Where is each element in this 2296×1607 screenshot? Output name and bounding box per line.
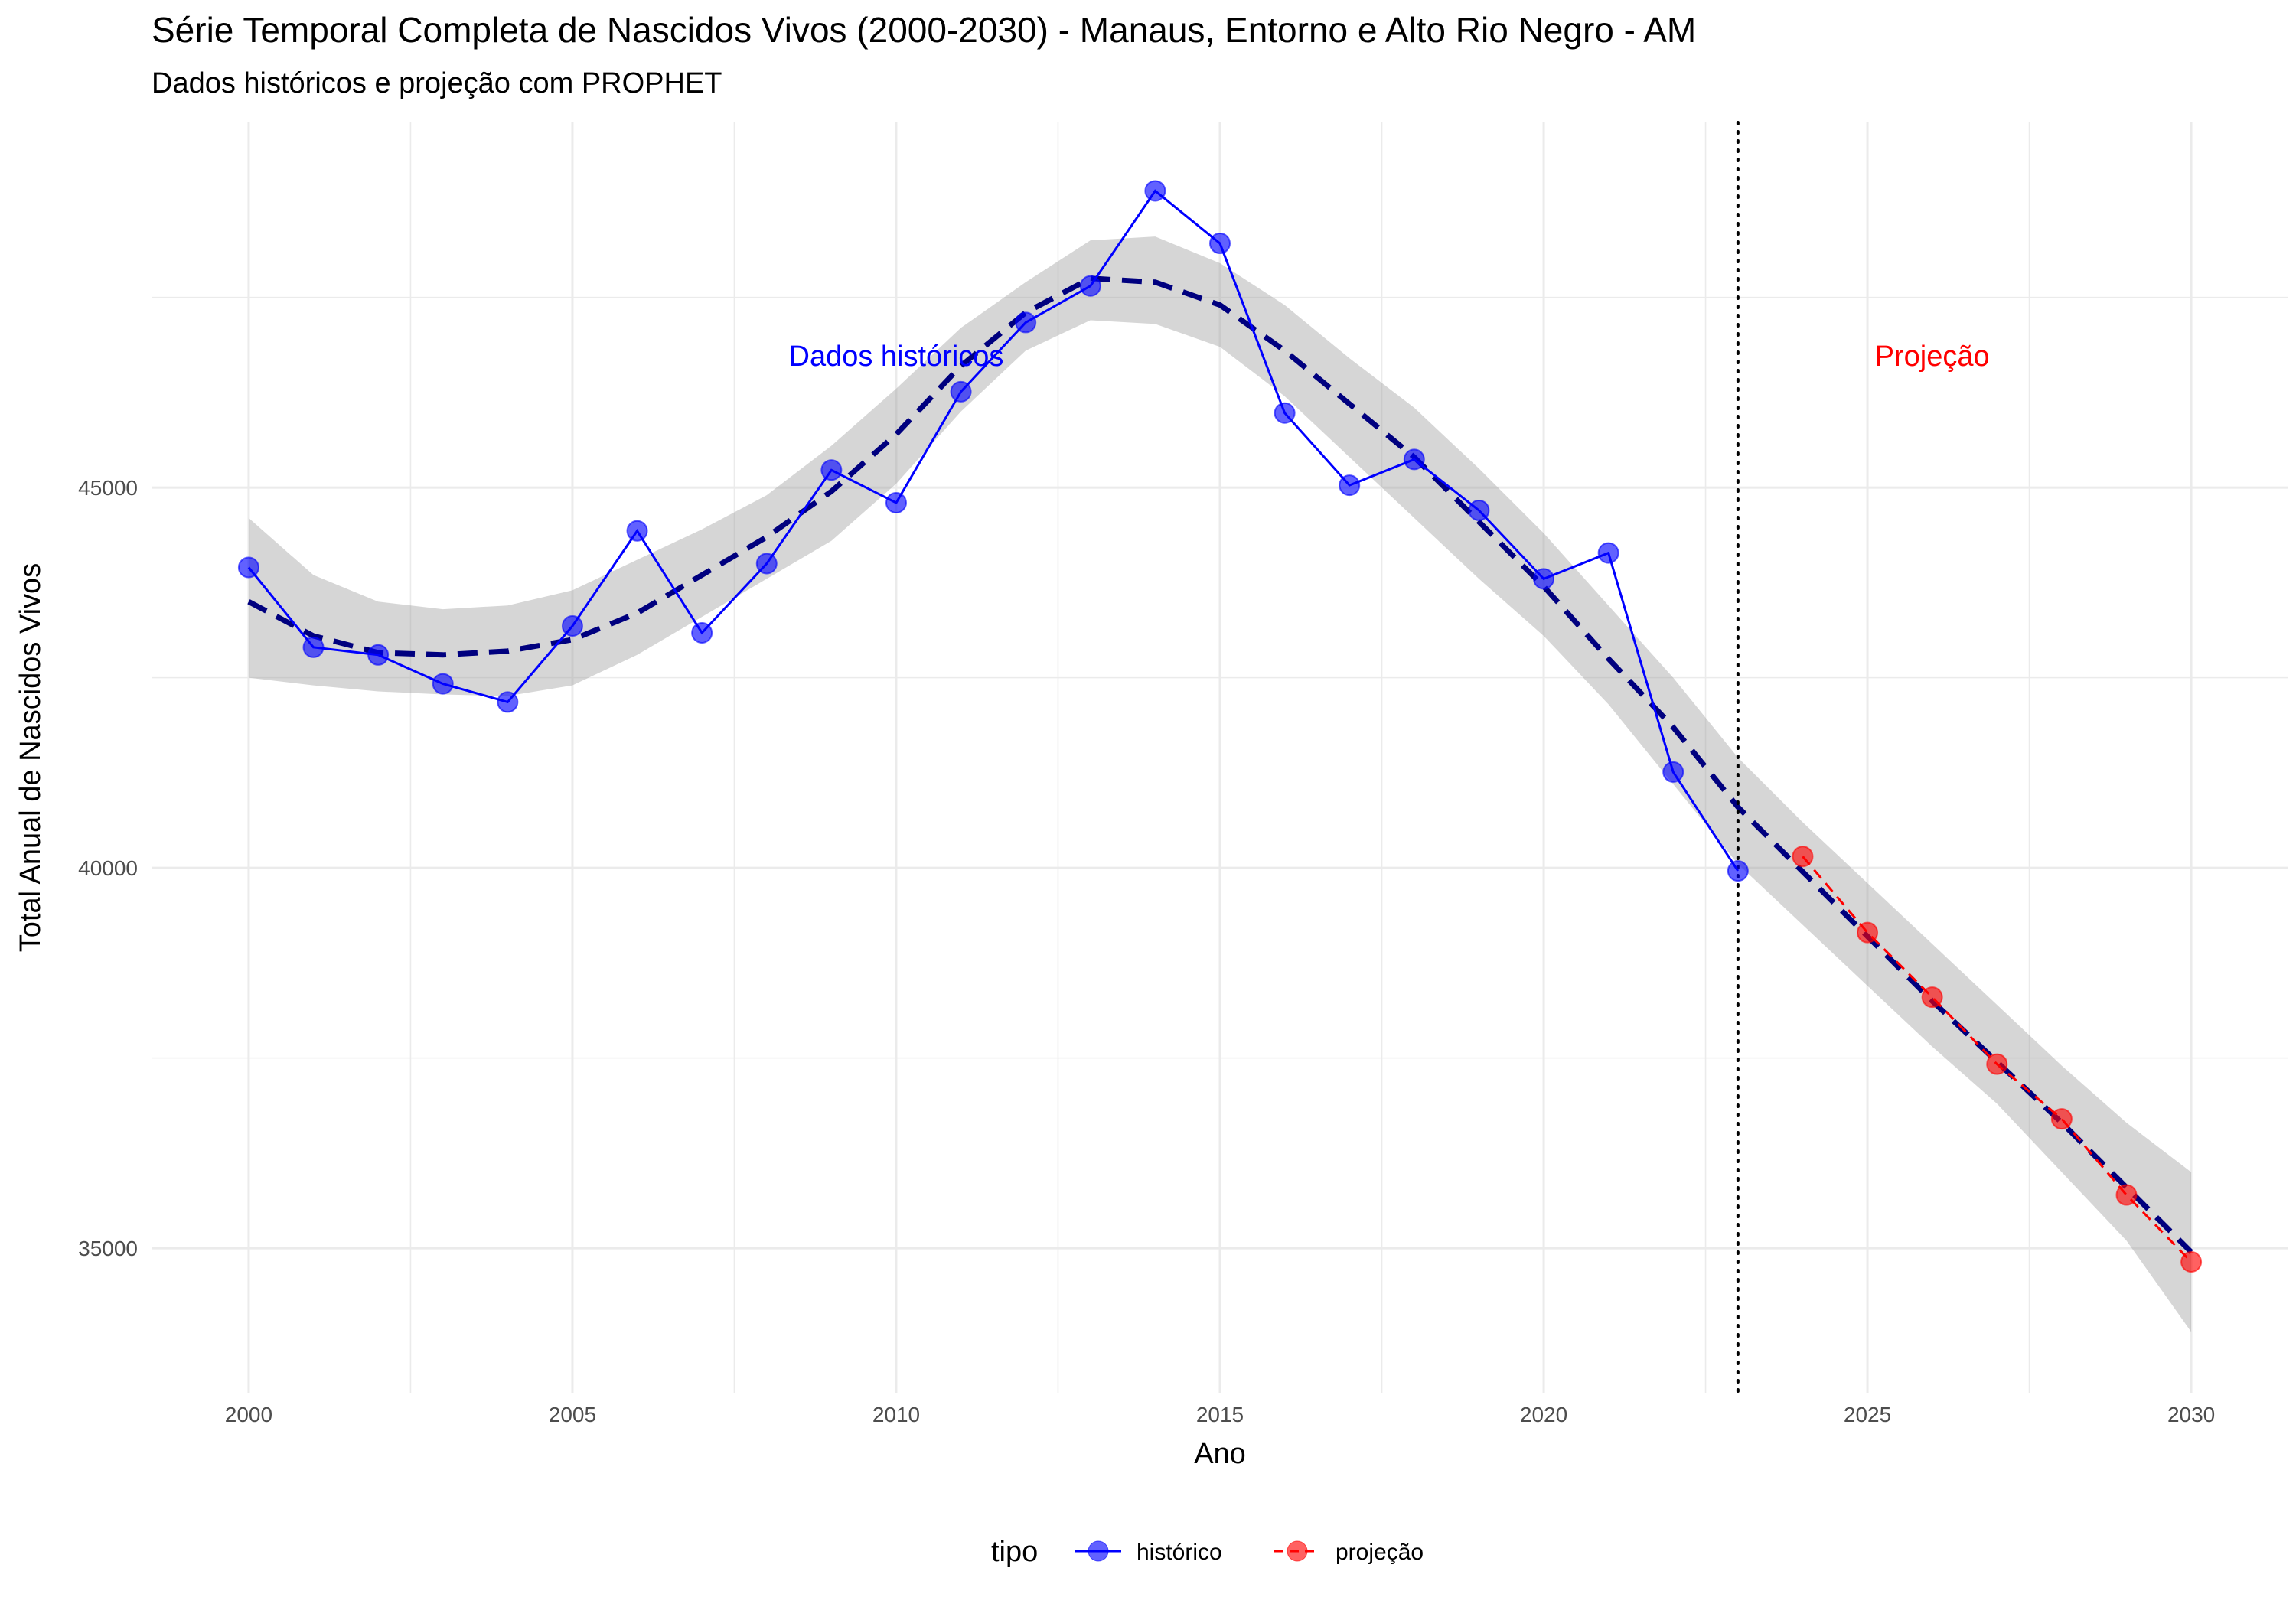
x-tick-label: 2025 <box>1844 1403 1891 1426</box>
x-tick-label: 2010 <box>872 1403 920 1426</box>
data-point-historico <box>1079 275 1101 297</box>
chart-subtitle: Dados históricos e projeção com PROPHET <box>152 67 722 99</box>
data-point-projecao <box>1986 1053 2008 1075</box>
annotation-label: Dados históricos <box>789 341 1004 373</box>
data-point-historico <box>367 644 390 666</box>
data-point-historico <box>1144 180 1166 202</box>
grid <box>152 122 2288 1393</box>
data-point-historico <box>1662 761 1684 783</box>
data-point-historico <box>691 621 713 644</box>
data-point-historico <box>497 691 519 713</box>
x-tick-label: 2000 <box>225 1403 272 1426</box>
data-point-historico <box>755 553 778 575</box>
chart-title: Série Temporal Completa de Nascidos Vivo… <box>152 10 1697 50</box>
y-tick-label: 45000 <box>78 476 138 500</box>
x-tick-label: 2030 <box>2167 1403 2215 1426</box>
data-point-historico <box>1339 474 1361 497</box>
data-point-projecao <box>1857 921 1879 944</box>
data-point-historico <box>302 636 325 658</box>
data-point-projecao <box>1921 986 1943 1009</box>
legend-entry-label: histórico <box>1137 1540 1222 1565</box>
data-point-historico <box>432 673 454 695</box>
data-point-historico <box>1597 542 1619 564</box>
legend-key-point <box>1088 1540 1109 1562</box>
y-tick-label: 40000 <box>78 856 138 880</box>
data-point-historico <box>237 556 259 579</box>
data-point-historico <box>1274 402 1296 424</box>
data-point-historico <box>1727 860 1749 882</box>
data-point-historico <box>1403 448 1425 471</box>
series-points <box>237 180 2203 1273</box>
data-point-historico <box>1533 568 1555 590</box>
legend-title: tipo <box>991 1536 1038 1568</box>
x-tick-label: 2005 <box>549 1403 596 1426</box>
data-point-historico <box>820 459 843 481</box>
data-point-projecao <box>1792 846 1814 868</box>
data-point-projecao <box>2115 1184 2138 1206</box>
y-tick-label: 35000 <box>78 1237 138 1260</box>
x-tick-label: 2015 <box>1196 1403 1244 1426</box>
annotations: Dados históricos Projeção <box>789 341 1990 373</box>
x-tick-label: 2020 <box>1520 1403 1567 1426</box>
y-axis-label: Total Anual de Nascidos Vivos <box>15 563 47 952</box>
data-point-projecao <box>2050 1108 2073 1130</box>
legend: tipo histórico projeção <box>991 1536 1424 1568</box>
annotation-label: Projeção <box>1875 341 1990 373</box>
legend-key-point <box>1287 1540 1308 1562</box>
data-point-historico <box>885 492 907 514</box>
data-point-historico <box>561 615 583 637</box>
x-axis-label: Ano <box>1194 1438 1246 1470</box>
data-point-historico <box>626 520 648 542</box>
data-point-historico <box>1468 499 1490 521</box>
data-point-historico <box>950 380 972 403</box>
data-point-historico <box>1015 311 1037 334</box>
data-point-projecao <box>2180 1251 2203 1273</box>
series-line-historico <box>247 189 1740 872</box>
axes: 2000 2005 2010 2015 2020 2025 2030 35000 40000 45… <box>15 476 2215 1470</box>
legend-entry-label: projeção <box>1336 1540 1424 1565</box>
data-point-historico <box>1209 233 1231 255</box>
